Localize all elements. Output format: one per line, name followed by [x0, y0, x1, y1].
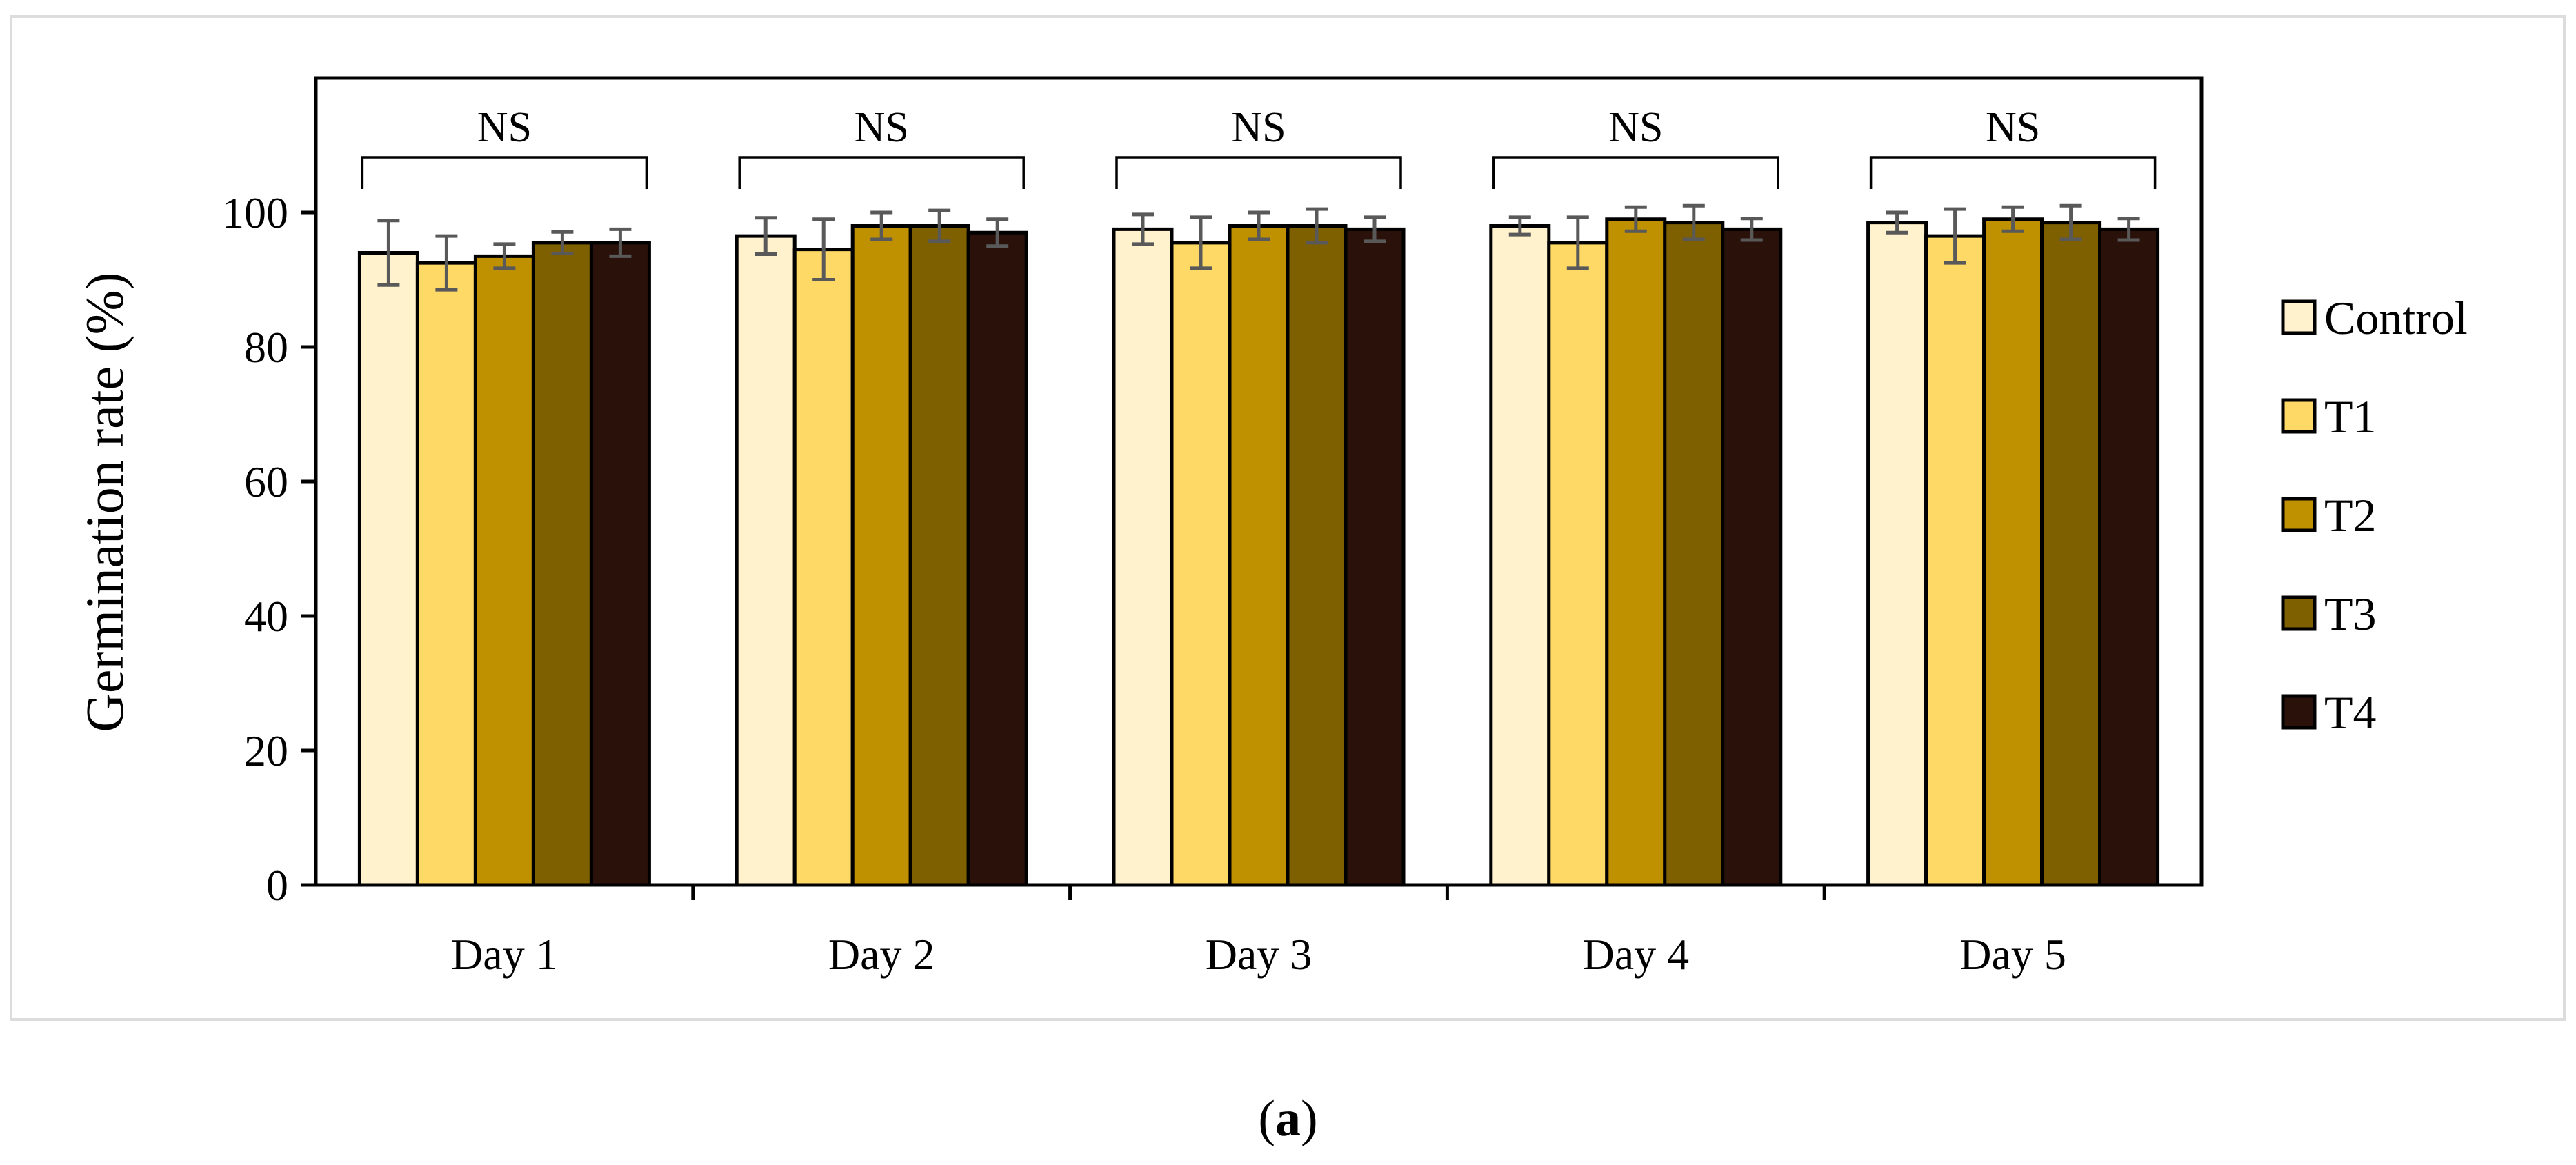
x-tick-label: Day 3	[1206, 930, 1312, 979]
legend-swatch-t4	[2281, 694, 2317, 730]
bar-t2-1	[473, 254, 535, 887]
legend-swatch-t1	[2281, 398, 2317, 434]
legend-swatch-control	[2281, 299, 2317, 335]
caption-close: )	[1301, 1091, 1318, 1147]
bar-control-1	[357, 251, 419, 887]
bar-t3-5	[2040, 221, 2102, 887]
significance-label: NS	[855, 104, 909, 151]
y-tick-label: 80	[244, 323, 288, 372]
y-tick-label: 20	[244, 726, 288, 775]
bar-t1-3	[1170, 241, 1232, 887]
bar-t1-2	[792, 248, 855, 887]
caption-open: (	[1258, 1091, 1275, 1147]
bar-t2-2	[850, 224, 912, 887]
caption-label: a	[1275, 1091, 1301, 1147]
bar-t1-1	[415, 261, 477, 887]
bar-t4-3	[1344, 227, 1406, 887]
legend-label-t1: T1	[2324, 390, 2377, 443]
y-tick-label: 0	[266, 861, 288, 910]
plot-area: 0 20 40 60 80 100 Germination rate (%) NS Day 1 N…	[74, 76, 2204, 979]
bar-t3-2	[908, 224, 970, 887]
x-tick-label: Day 4	[1582, 930, 1689, 979]
bar-t3-3	[1286, 224, 1348, 887]
bar-t1-4	[1547, 241, 1609, 887]
bar-t2-5	[1982, 217, 2044, 887]
significance-label: NS	[1986, 104, 2040, 151]
bar-control-5	[1866, 221, 1928, 887]
bar-control-4	[1489, 224, 1551, 887]
bar-t3-4	[1663, 221, 1725, 887]
legend-swatch-t3	[2281, 595, 2317, 631]
significance-label: NS	[1231, 104, 1286, 151]
bar-t4-1	[589, 241, 651, 887]
y-axis-label: Germination rate (%)	[74, 272, 134, 732]
bar-t3-1	[531, 241, 593, 887]
y-tick-label: 40	[244, 592, 288, 641]
x-tick-label: Day 2	[828, 930, 935, 979]
significance-bracket	[1869, 156, 2157, 189]
x-tick-label: Day 5	[1959, 930, 2066, 979]
figure-caption: (a)	[0, 1090, 2576, 1148]
y-tick-label: 60	[244, 457, 288, 506]
significance-bracket	[1115, 156, 1402, 189]
bar-t4-2	[966, 230, 1028, 887]
legend-label-t2: T2	[2324, 489, 2377, 541]
significance-label: NS	[1608, 104, 1663, 151]
bar-t4-4	[1721, 227, 1783, 887]
legend-label-t4: T4	[2324, 686, 2377, 739]
bar-control-3	[1112, 227, 1174, 887]
x-tick-label: Day 1	[451, 930, 558, 979]
bar-t4-5	[2098, 227, 2160, 887]
legend-label-t3: T3	[2324, 588, 2377, 640]
significance-bracket	[1492, 156, 1779, 189]
bar-control-2	[735, 234, 797, 887]
significance-bracket	[738, 156, 1025, 189]
bar-t2-4	[1605, 217, 1667, 887]
legend-swatch-t2	[2281, 497, 2317, 532]
significance-bracket	[361, 156, 648, 189]
legend: Control T1 T2 T3 T4	[2281, 292, 2468, 739]
bar-t1-5	[1924, 234, 1986, 887]
significance-label: NS	[477, 104, 532, 151]
bar-t2-3	[1228, 224, 1290, 887]
y-tick-label: 100	[222, 188, 288, 237]
legend-label-control: Control	[2324, 292, 2468, 344]
